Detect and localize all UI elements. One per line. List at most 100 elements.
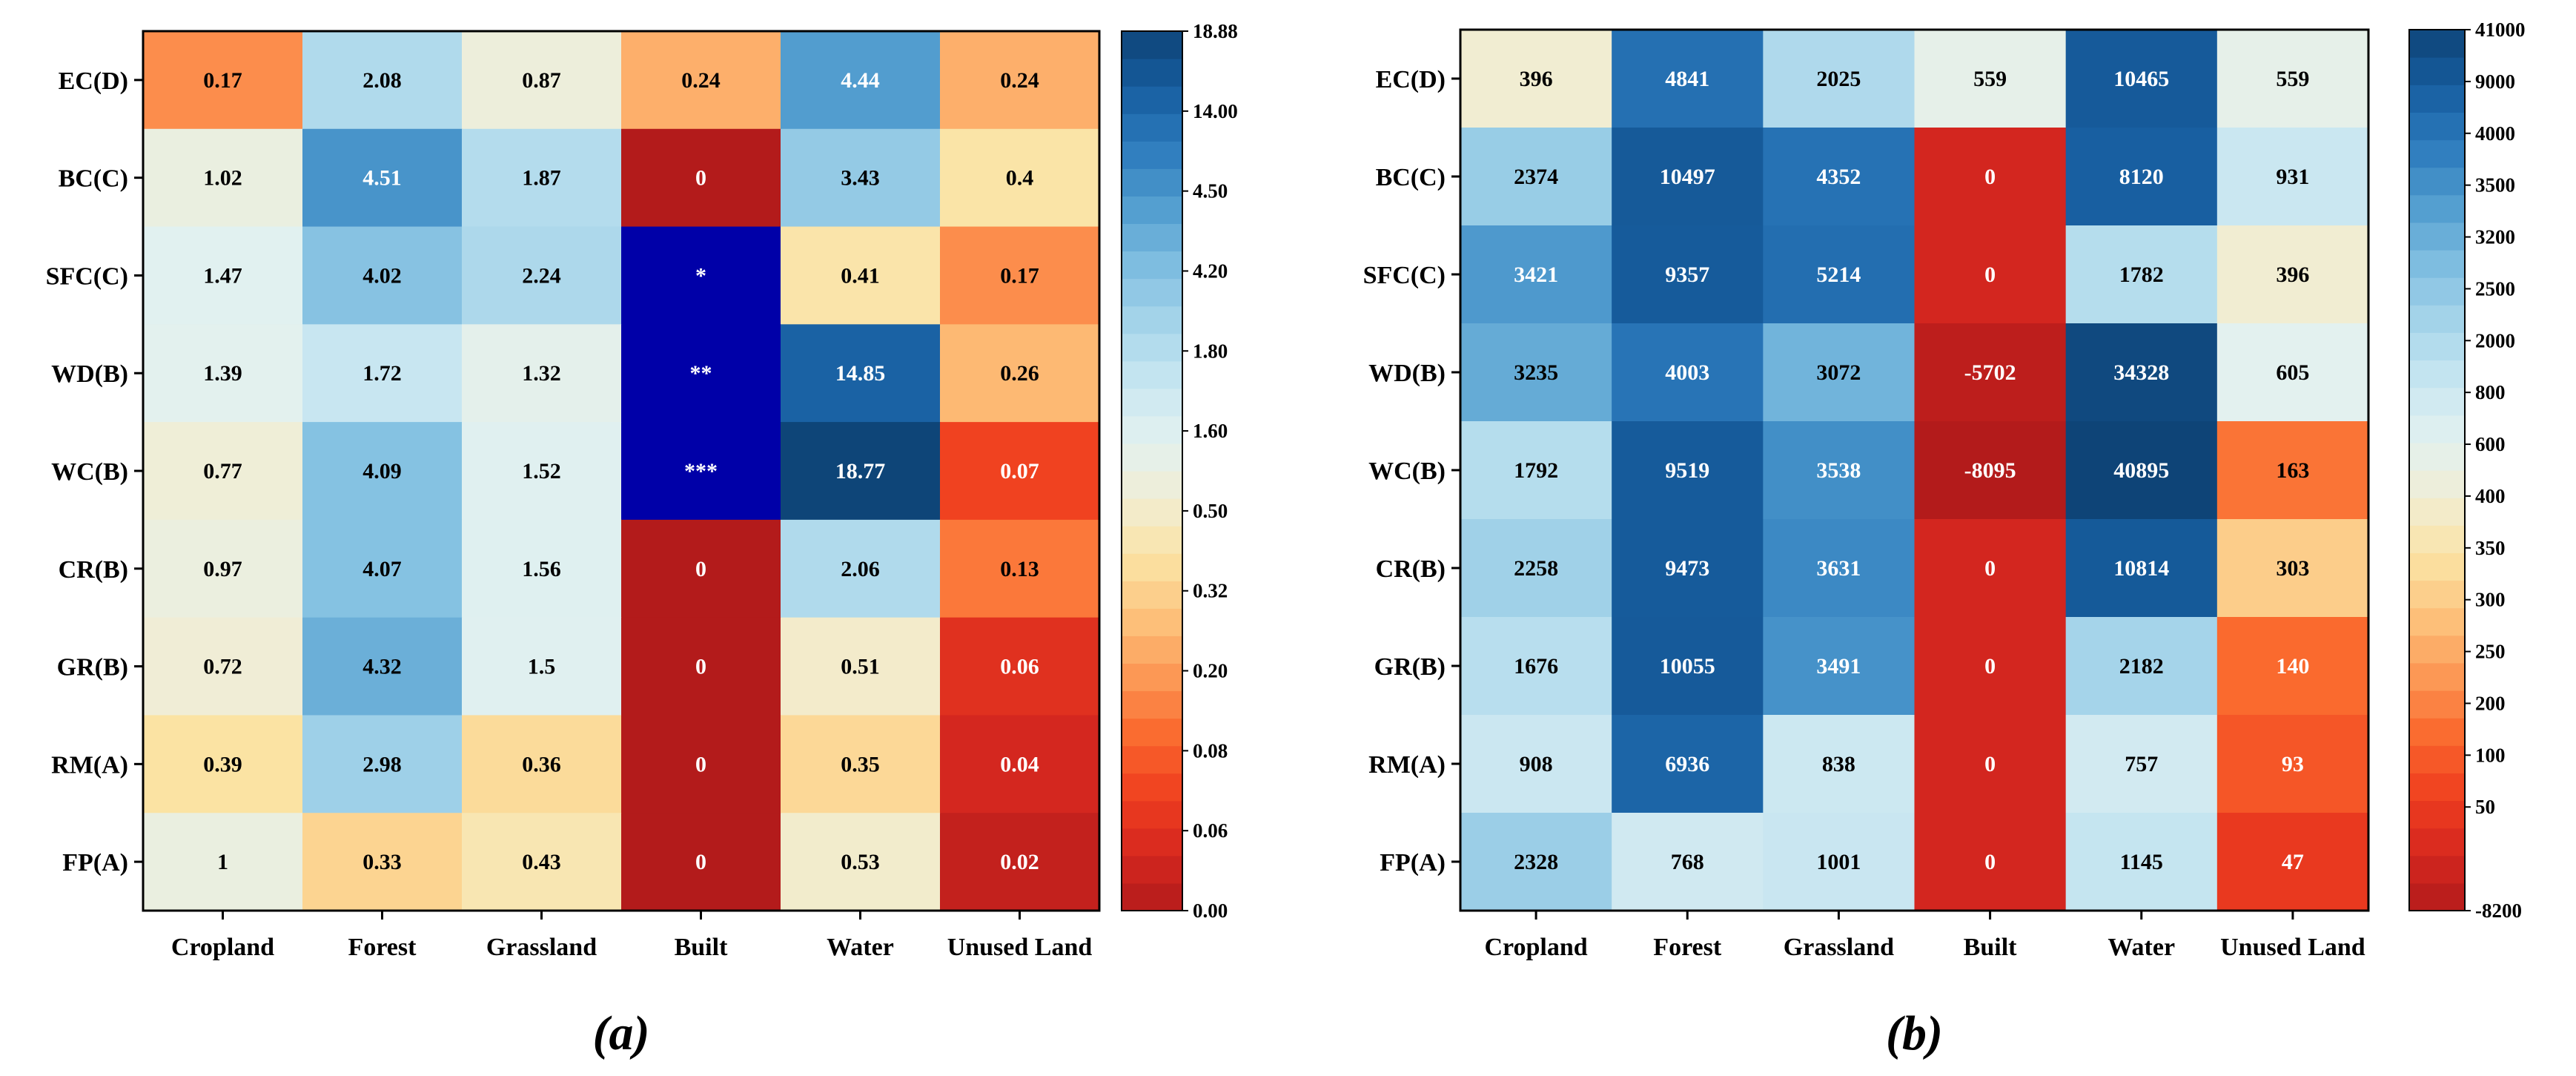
panel-a-colorbar-band — [1122, 223, 1182, 252]
panel-a-cell-label-wd-b-forest: 1.72 — [362, 361, 402, 386]
panel-b-cell-label-ec-d-built: 559 — [1973, 67, 2007, 91]
panel-a-cell-wc-b-grassland — [462, 422, 622, 521]
panel-a-cell-label-ec-d-built: 0.24 — [681, 68, 721, 93]
panel-a-colorbar-band — [1122, 86, 1182, 114]
panel-b-colorbar-band — [2409, 332, 2465, 361]
panel-b-cell-label-bc-c-built: 0 — [1984, 165, 1996, 189]
panel-a-cell-label-ec-d-grassland: 0.87 — [522, 68, 561, 93]
panel-a-cell-sfc-c-built — [621, 226, 781, 325]
panel-a-cell-gr-b-cropland — [143, 617, 303, 716]
panel-b-cell-wc-b-grassland — [1763, 421, 1916, 520]
panel-b-colorbar-label-400: 400 — [2475, 485, 2506, 507]
panel-b-xlabel-cropland: Cropland — [1484, 934, 1587, 961]
panel-a-panel-label: (a) — [593, 1006, 650, 1060]
panel-b-cell-wd-b-built — [1914, 323, 2067, 422]
panel-b-cell-gr-b-built — [1914, 617, 2067, 716]
panel-b-cell-label-rm-a-forest: 6936 — [1665, 752, 1709, 776]
panel-b-cell-label-ec-d-water: 10465 — [2113, 67, 2169, 91]
panel-b-cell-label-sfc-c-forest: 9357 — [1665, 263, 1709, 287]
panel-b-colorbar-label-3500: 3500 — [2475, 174, 2515, 197]
panel-a-xlabel-unused-land: Unused Land — [947, 934, 1093, 961]
panel-a-cell-sfc-c-forest — [302, 226, 463, 325]
panel-a-colorbar-label-1-80: 1.80 — [1193, 340, 1228, 362]
panel-b-cell-label-wc-b-water: 40895 — [2113, 458, 2169, 483]
panel-b-cell-label-rm-a-built: 0 — [1984, 752, 1996, 776]
panel-a-xlabel-forest: Forest — [348, 934, 417, 961]
panel-a-cell-label-gr-b-grassland: 1.5 — [528, 655, 556, 679]
panel-b-colorbar-band — [2409, 662, 2465, 691]
panel-a-cell-gr-b-built — [621, 617, 781, 716]
panel-b-colorbar-band — [2409, 250, 2465, 278]
panel-a-cell-label-rm-a-forest: 2.98 — [362, 752, 402, 776]
panel-a-cell-rm-a-cropland — [143, 715, 303, 813]
panel-a-colorbar-label-18-88: 18.88 — [1193, 20, 1238, 42]
panel-a-cell-label-sfc-c-water: 0.41 — [841, 263, 880, 288]
panel-a-colorbar-band — [1122, 718, 1182, 747]
panel-a-cell-ec-d-cropland — [143, 31, 303, 130]
panel-b-cell-gr-b-cropland — [1460, 617, 1612, 716]
panel-b-cell-label-wd-b-cropland: 3235 — [1514, 360, 1558, 385]
panel-b-colorbar-label-200: 200 — [2475, 692, 2506, 714]
panel-b-cell-label-rm-a-grassland: 838 — [1822, 752, 1855, 776]
panel-a-cell-label-sfc-c-cropland: 1.47 — [203, 263, 242, 288]
panel-b-colorbar-band — [2409, 525, 2465, 553]
panel-b-colorbar-band — [2409, 800, 2465, 829]
panel-a-cell-label-wc-b-cropland: 0.77 — [203, 459, 242, 483]
panel-b-colorbar-band — [2409, 828, 2465, 856]
panel-a-cell-label-wc-b-unused-land: 0.07 — [1000, 459, 1039, 483]
panel-a-colorbar-band — [1122, 278, 1182, 307]
panel-b-cell-wd-b-cropland — [1460, 323, 1612, 422]
panel-a-colorbar-band — [1122, 526, 1182, 554]
panel-a-cell-ec-d-grassland — [462, 31, 622, 130]
panel-b-cell-label-bc-c-forest: 10497 — [1660, 165, 1715, 189]
panel-b-colorbar-band — [2409, 415, 2465, 443]
panel-a-colorbar-band — [1122, 251, 1182, 280]
panel-b-ylabel-cr-b: CR(B) — [1376, 555, 1446, 583]
panel-a-xlabel-built: Built — [675, 934, 728, 961]
panel-a-cell-bc-c-water — [781, 128, 941, 228]
panel-a-cell-label-gr-b-cropland: 0.72 — [203, 655, 242, 679]
panel-b-cell-ec-d-forest — [1612, 30, 1764, 128]
panel-a-cell-wc-b-cropland — [143, 422, 303, 521]
panel-a-cell-label-rm-a-built: 0 — [695, 752, 706, 776]
panel-a-colorbar-band — [1122, 415, 1182, 444]
panel-b-colorbar-band — [2409, 442, 2465, 471]
panel-a-cell-sfc-c-grassland — [462, 226, 622, 325]
panel-b-colorbar-label-41000: 41000 — [2475, 19, 2526, 41]
panel-a-cell-bc-c-built — [621, 128, 781, 228]
panel-b-colorbar-label-600: 600 — [2475, 433, 2506, 455]
panel-b-cell-label-cr-b-forest: 9473 — [1665, 556, 1709, 581]
panel-a-cell-label-gr-b-built: 0 — [695, 655, 706, 679]
panel-a-cell-fp-a-forest — [302, 813, 463, 911]
panel-a-cell-sfc-c-water — [781, 226, 941, 325]
panel-b-colorbar-label-4000: 4000 — [2475, 122, 2515, 145]
panel-a-colorbar-label-0-20: 0.20 — [1193, 660, 1228, 682]
panel-b-cell-sfc-c-grassland — [1763, 225, 1916, 324]
panel-a-cell-rm-a-forest — [302, 715, 463, 813]
panel-b-colorbar-band — [2409, 277, 2465, 306]
panel-a-cell-wd-b-cropland — [143, 324, 303, 423]
panel-a-cell-label-wd-b-water: 14.85 — [835, 361, 886, 386]
panel-a-cell-label-wc-b-built: *** — [684, 459, 718, 483]
panel-b-cell-rm-a-forest — [1612, 715, 1764, 813]
panel-b-cell-rm-a-unused-land — [2216, 715, 2369, 813]
panel-a-cell-cr-b-unused-land — [940, 519, 1100, 618]
panel-b-colorbar-label-8200: -8200 — [2475, 900, 2522, 922]
panel-b-cell-cr-b-unused-land — [2216, 519, 2369, 618]
panel-b-colorbar-band — [2409, 139, 2465, 168]
panel-a-cell-label-ec-d-cropland: 0.17 — [203, 68, 242, 93]
panel-b-cell-gr-b-grassland — [1763, 617, 1916, 716]
panel-b-colorbar-label-9000: 9000 — [2475, 70, 2515, 93]
panel-a-cell-fp-a-unused-land — [940, 813, 1100, 911]
panel-b-cell-wc-b-forest — [1612, 421, 1764, 520]
panel-b-colorbar-band — [2409, 194, 2465, 223]
panel-a-cell-wd-b-built — [621, 324, 781, 423]
panel-a-colorbar-band — [1122, 855, 1182, 884]
panel-b-ylabel-gr-b: GR(B) — [1374, 653, 1446, 681]
panel-a-cell-label-bc-c-forest: 4.51 — [362, 166, 402, 191]
panel-b-cell-label-rm-a-water: 757 — [2125, 752, 2158, 776]
panel-a-colorbar-band — [1122, 745, 1182, 774]
panel-b-cell-ec-d-water — [2065, 30, 2218, 128]
panel-b-cell-gr-b-forest — [1612, 617, 1764, 716]
panel-b-ylabel-rm-a: RM(A) — [1368, 751, 1446, 779]
